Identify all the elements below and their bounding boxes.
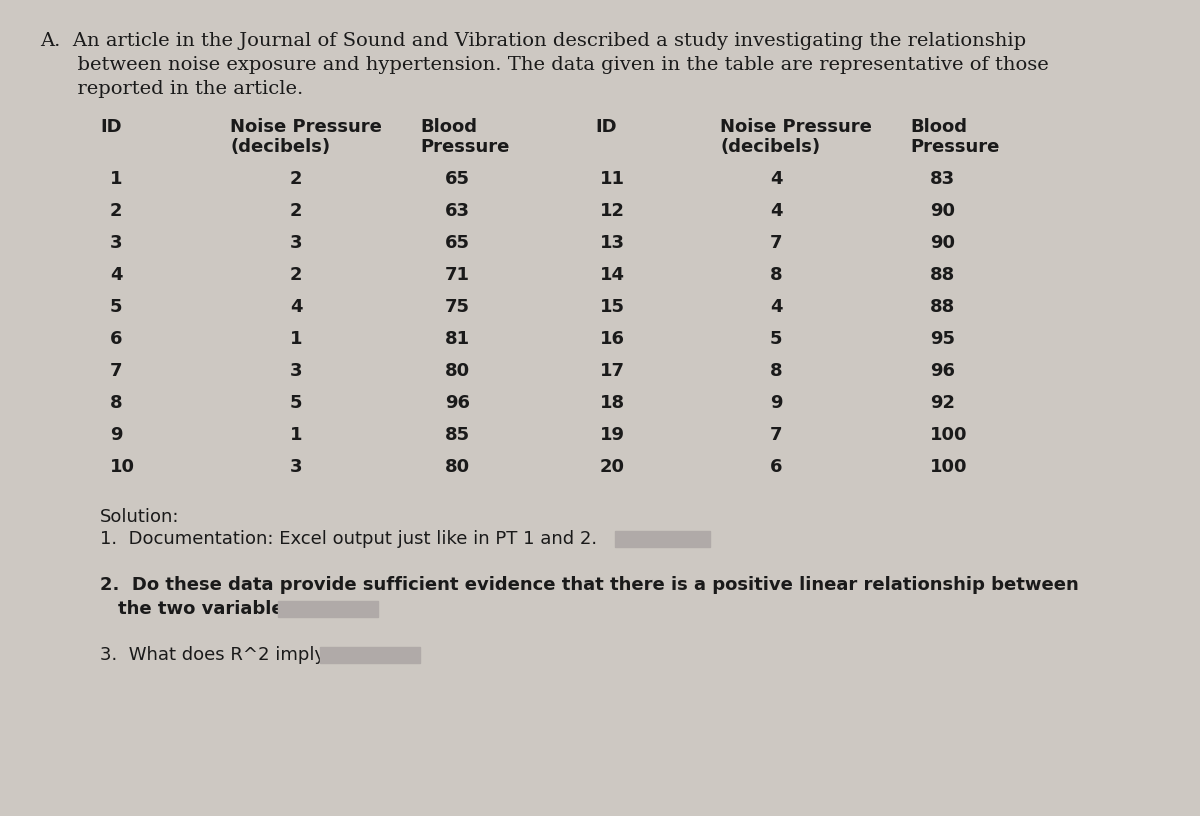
Text: ID: ID bbox=[100, 118, 121, 136]
Text: 88: 88 bbox=[930, 266, 955, 284]
Text: 3.  What does R^2 imply?: 3. What does R^2 imply? bbox=[100, 646, 335, 664]
Text: 7: 7 bbox=[110, 362, 122, 380]
Text: 71: 71 bbox=[445, 266, 470, 284]
Text: 16: 16 bbox=[600, 330, 625, 348]
Text: 11: 11 bbox=[600, 170, 625, 188]
Text: 85: 85 bbox=[445, 426, 470, 444]
Text: 4: 4 bbox=[770, 170, 782, 188]
Text: 4: 4 bbox=[770, 202, 782, 220]
Text: 2.  Do these data provide sufficient evidence that there is a positive linear re: 2. Do these data provide sufficient evid… bbox=[100, 576, 1079, 594]
Text: ID: ID bbox=[595, 118, 617, 136]
Text: 14: 14 bbox=[600, 266, 625, 284]
Text: 4: 4 bbox=[110, 266, 122, 284]
Text: 8: 8 bbox=[110, 394, 122, 412]
Text: 3: 3 bbox=[110, 234, 122, 252]
Text: 6: 6 bbox=[110, 330, 122, 348]
Text: 7: 7 bbox=[770, 426, 782, 444]
Bar bbox=[320, 647, 420, 663]
Text: (decibels): (decibels) bbox=[230, 138, 330, 156]
Text: 19: 19 bbox=[600, 426, 625, 444]
Text: 80: 80 bbox=[445, 362, 470, 380]
Text: between noise exposure and hypertension. The data given in the table are represe: between noise exposure and hypertension.… bbox=[40, 56, 1049, 74]
Text: 96: 96 bbox=[445, 394, 470, 412]
Text: Blood: Blood bbox=[420, 118, 478, 136]
Text: 1.  Documentation: Excel output just like in PT 1 and 2.: 1. Documentation: Excel output just like… bbox=[100, 530, 598, 548]
Text: 1: 1 bbox=[110, 170, 122, 188]
Text: Blood: Blood bbox=[910, 118, 967, 136]
Text: 96: 96 bbox=[930, 362, 955, 380]
Text: Pressure: Pressure bbox=[910, 138, 1000, 156]
Text: 4: 4 bbox=[770, 298, 782, 316]
Text: 2: 2 bbox=[290, 202, 302, 220]
Text: the two variables?: the two variables? bbox=[118, 600, 305, 618]
Text: reported in the article.: reported in the article. bbox=[40, 80, 304, 98]
Text: 2: 2 bbox=[110, 202, 122, 220]
Text: 83: 83 bbox=[930, 170, 955, 188]
Bar bbox=[616, 531, 710, 547]
Text: 95: 95 bbox=[930, 330, 955, 348]
Text: 9: 9 bbox=[110, 426, 122, 444]
Text: 6: 6 bbox=[770, 458, 782, 476]
Text: 65: 65 bbox=[445, 234, 470, 252]
Text: 9: 9 bbox=[770, 394, 782, 412]
Text: 3: 3 bbox=[290, 362, 302, 380]
Text: 17: 17 bbox=[600, 362, 625, 380]
Text: 7: 7 bbox=[770, 234, 782, 252]
Text: 80: 80 bbox=[445, 458, 470, 476]
Text: 100: 100 bbox=[930, 426, 967, 444]
Text: 18: 18 bbox=[600, 394, 625, 412]
Text: 1: 1 bbox=[290, 330, 302, 348]
Text: 100: 100 bbox=[930, 458, 967, 476]
Text: 92: 92 bbox=[930, 394, 955, 412]
Text: 2: 2 bbox=[290, 266, 302, 284]
Text: 2: 2 bbox=[290, 170, 302, 188]
Text: Pressure: Pressure bbox=[420, 138, 509, 156]
Text: 88: 88 bbox=[930, 298, 955, 316]
Text: 8: 8 bbox=[770, 266, 782, 284]
Text: 5: 5 bbox=[110, 298, 122, 316]
Text: A.  An article in the Journal of Sound and Vibration described a study investiga: A. An article in the Journal of Sound an… bbox=[40, 32, 1026, 50]
Text: 1: 1 bbox=[290, 426, 302, 444]
Text: Solution:: Solution: bbox=[100, 508, 180, 526]
Text: 20: 20 bbox=[600, 458, 625, 476]
Bar bbox=[278, 601, 378, 617]
Text: 81: 81 bbox=[445, 330, 470, 348]
Text: 4: 4 bbox=[290, 298, 302, 316]
Text: 65: 65 bbox=[445, 170, 470, 188]
Text: 5: 5 bbox=[770, 330, 782, 348]
Text: 75: 75 bbox=[445, 298, 470, 316]
Text: Noise Pressure: Noise Pressure bbox=[720, 118, 872, 136]
Text: 63: 63 bbox=[445, 202, 470, 220]
Text: 3: 3 bbox=[290, 234, 302, 252]
Text: 8: 8 bbox=[770, 362, 782, 380]
Text: 12: 12 bbox=[600, 202, 625, 220]
Text: 90: 90 bbox=[930, 234, 955, 252]
Text: 13: 13 bbox=[600, 234, 625, 252]
Text: Noise Pressure: Noise Pressure bbox=[230, 118, 382, 136]
Text: 15: 15 bbox=[600, 298, 625, 316]
Text: 90: 90 bbox=[930, 202, 955, 220]
Text: 3: 3 bbox=[290, 458, 302, 476]
Text: 5: 5 bbox=[290, 394, 302, 412]
Text: (decibels): (decibels) bbox=[720, 138, 820, 156]
Text: 10: 10 bbox=[110, 458, 134, 476]
